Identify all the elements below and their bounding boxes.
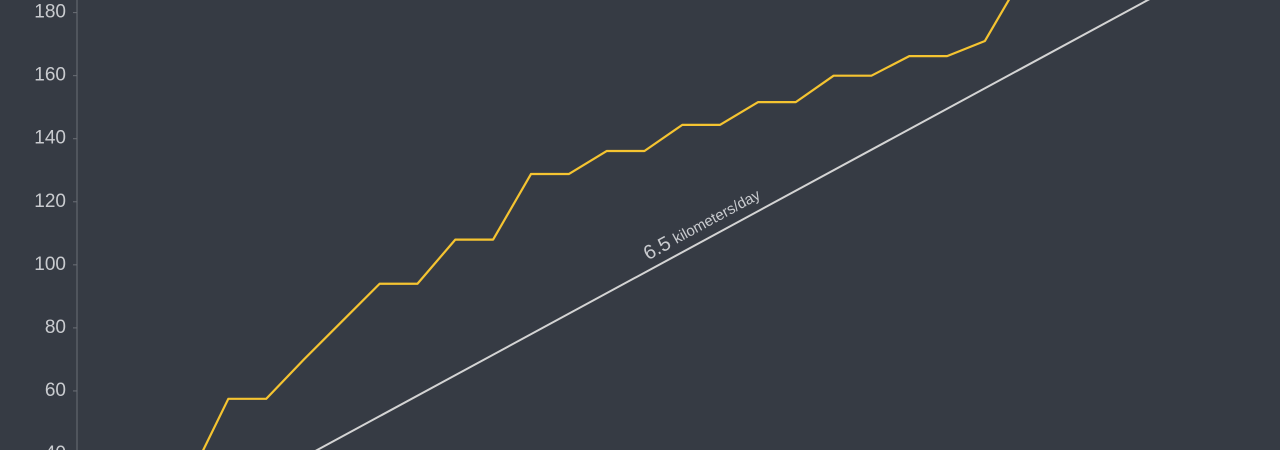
plot-area bbox=[202, 0, 1150, 450]
y-tick-label: 40 bbox=[45, 443, 66, 450]
y-tick-label: 140 bbox=[34, 128, 66, 149]
y-tick-label: 120 bbox=[34, 191, 66, 212]
y-tick-label: 80 bbox=[45, 317, 66, 338]
reference-line bbox=[315, 0, 1150, 450]
y-tick-label: 60 bbox=[45, 380, 66, 401]
y-tick-label: 180 bbox=[34, 2, 66, 23]
y-tick-label: 160 bbox=[34, 65, 66, 86]
y-tick-label: 100 bbox=[34, 254, 66, 275]
data-line bbox=[202, 0, 1011, 450]
